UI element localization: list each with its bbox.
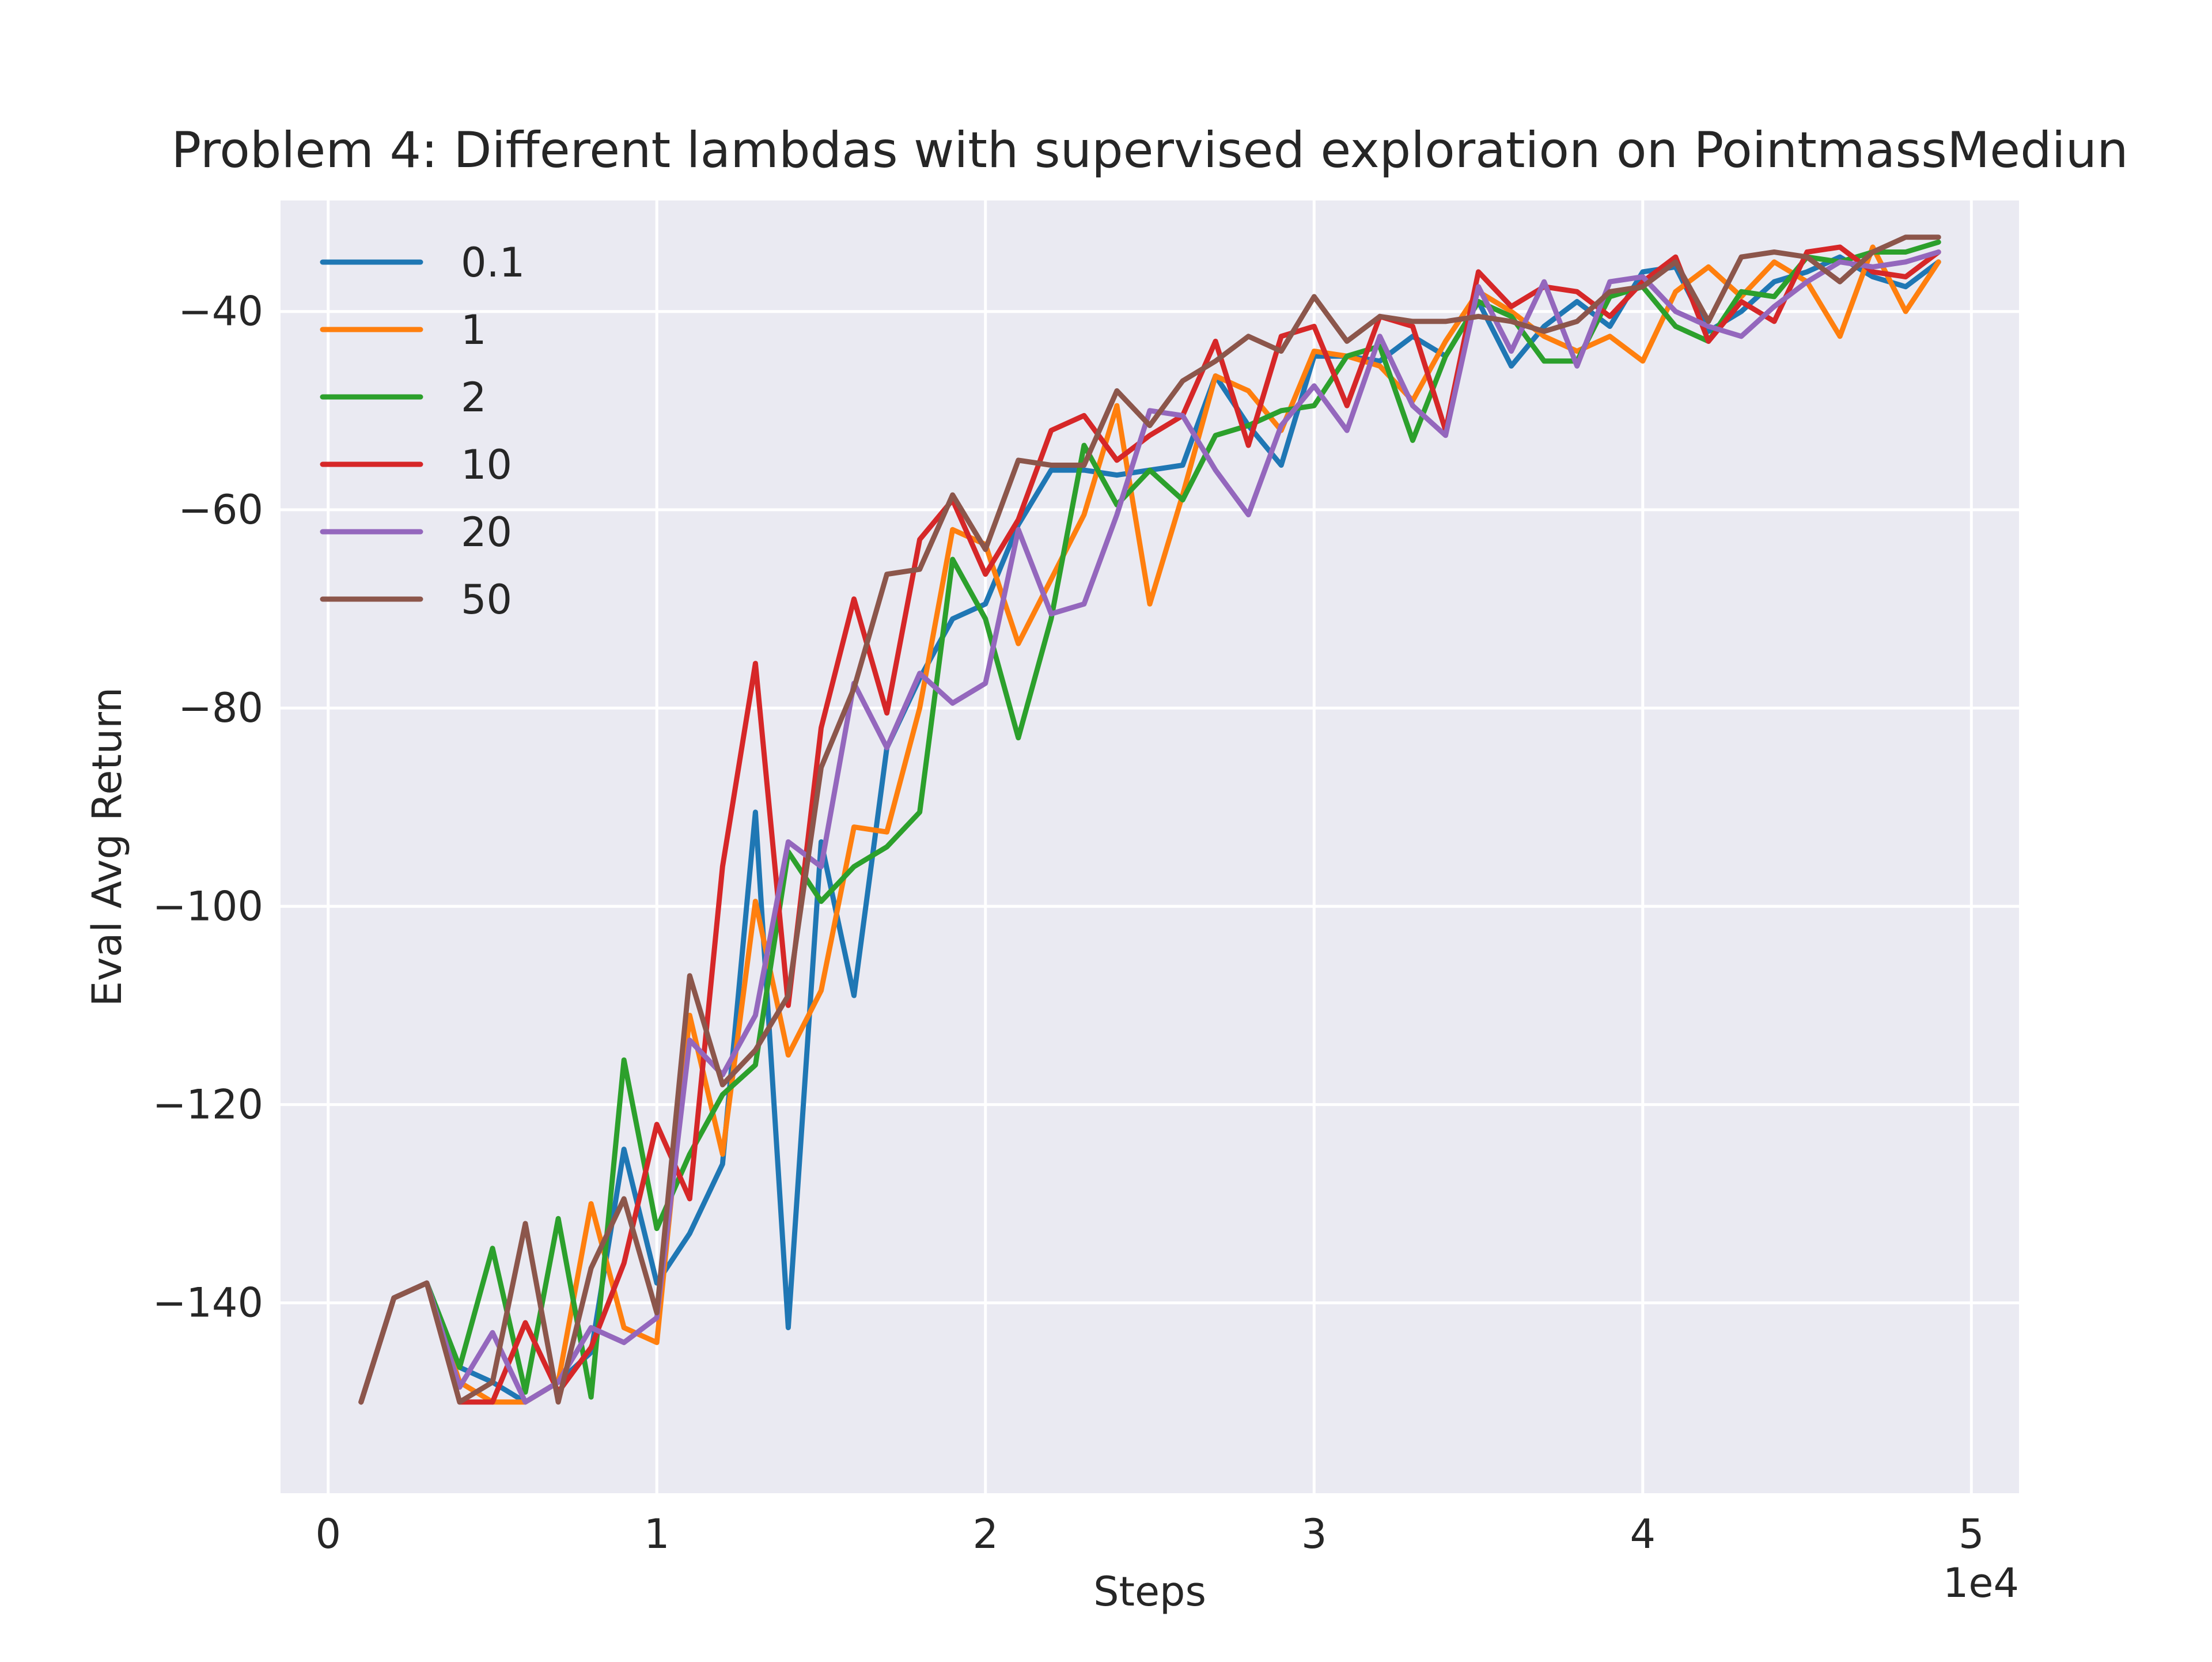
y-tick-label: −140 bbox=[153, 1279, 263, 1327]
y-tick-label: −60 bbox=[178, 486, 263, 533]
series-line-20 bbox=[358, 249, 1941, 1405]
legend-label: 1 bbox=[461, 306, 487, 354]
x-tick-label: 0 bbox=[315, 1510, 341, 1558]
series-lines bbox=[358, 234, 1941, 1405]
x-tick-label: 3 bbox=[1301, 1510, 1327, 1558]
y-axis-label: Eval Avg Return bbox=[84, 687, 131, 1006]
series-line-2 bbox=[358, 239, 1941, 1405]
x-tick-label: 4 bbox=[1630, 1510, 1656, 1558]
x-tick-label: 5 bbox=[1959, 1510, 1984, 1558]
legend-label: 20 bbox=[461, 509, 512, 556]
y-tick-label: −120 bbox=[153, 1081, 263, 1128]
chart-title: Problem 4: Different lambdas with superv… bbox=[171, 122, 2128, 179]
x-tick-label: 2 bbox=[972, 1510, 998, 1558]
legend: 0.1 1 2 10 20 50 bbox=[320, 239, 525, 623]
tick-labels: 0 1 2 3 4 5 −140 −120 −100 −80 −60 −40 bbox=[153, 288, 1984, 1558]
legend-label: 2 bbox=[461, 374, 487, 421]
x-axis-offset-label: 1e4 bbox=[1943, 1559, 2019, 1607]
legend-label: 0.1 bbox=[461, 239, 525, 286]
legend-label: 10 bbox=[461, 441, 512, 489]
y-tick-label: −40 bbox=[178, 288, 263, 335]
grid-lines bbox=[281, 200, 2019, 1493]
series-line-50 bbox=[358, 234, 1941, 1405]
series-line-10 bbox=[358, 244, 1941, 1405]
series-line-1 bbox=[358, 244, 1941, 1405]
x-axis-label: Steps bbox=[1093, 1568, 1206, 1615]
x-tick-label: 1 bbox=[644, 1510, 670, 1558]
y-tick-label: −80 bbox=[178, 684, 263, 732]
legend-label: 50 bbox=[461, 576, 512, 623]
y-tick-label: −100 bbox=[153, 883, 263, 930]
